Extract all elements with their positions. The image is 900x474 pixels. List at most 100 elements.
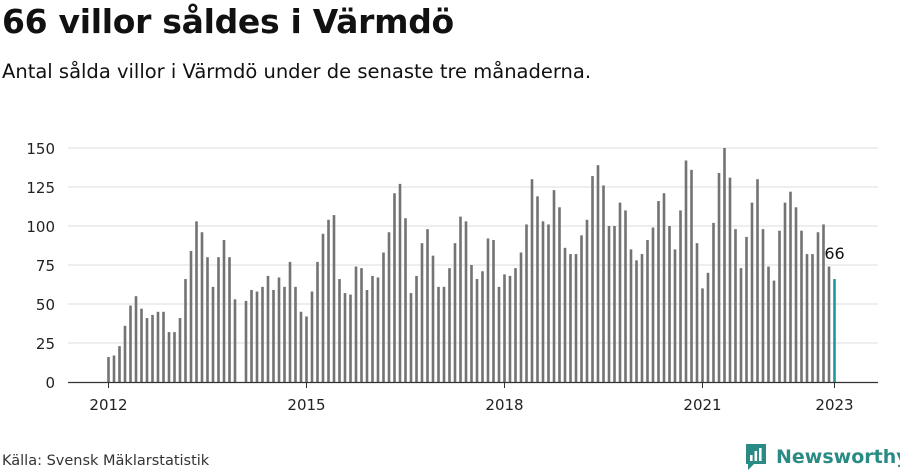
- bar: [668, 226, 671, 382]
- bar: [233, 299, 237, 382]
- bar: [530, 179, 534, 382]
- x-tick-label: 2021: [683, 396, 721, 414]
- x-tick-label: 2015: [287, 396, 325, 414]
- bar: [717, 172, 721, 382]
- bar: [134, 296, 138, 382]
- bar: [794, 207, 798, 382]
- bar: [536, 196, 539, 382]
- bar: [222, 240, 226, 382]
- y-tick-label: 50: [36, 296, 55, 314]
- bar: [321, 233, 325, 382]
- bar: [189, 250, 193, 382]
- bar: [140, 308, 143, 382]
- bar: [343, 293, 347, 382]
- bar: [387, 232, 391, 382]
- bar: [349, 294, 352, 382]
- bar: [547, 224, 550, 382]
- bar: [107, 357, 110, 382]
- bar: [833, 279, 836, 382]
- bar: [734, 229, 737, 382]
- bar: [662, 193, 666, 382]
- x-axis-ticks: 2012 2015 2018 2021 2023: [89, 382, 854, 414]
- bar: [338, 279, 341, 382]
- brand-logo[interactable]: Newsworthy: [744, 442, 900, 472]
- bar: [745, 236, 748, 382]
- bar: [657, 201, 660, 382]
- bar: [618, 202, 622, 382]
- bar: [200, 232, 204, 382]
- bar: [728, 177, 732, 382]
- bar: [706, 272, 710, 382]
- source-note: Källa: Svensk Mäklarstatistik: [2, 453, 210, 469]
- y-gridlines: [68, 147, 878, 344]
- bar: [272, 289, 275, 382]
- bar: [783, 202, 787, 382]
- bar: [217, 257, 220, 382]
- bar: [679, 210, 682, 382]
- bar: [299, 311, 303, 382]
- chart-title: 66 villor såldes i Värmdö: [2, 2, 454, 41]
- bar: [481, 271, 484, 382]
- bar: [651, 227, 655, 382]
- bar: [805, 254, 809, 382]
- bar: [442, 286, 446, 382]
- bar: [184, 279, 187, 382]
- bar: [228, 257, 231, 382]
- bar: [178, 318, 182, 382]
- bar: [167, 332, 171, 382]
- bar: [255, 291, 259, 382]
- bar: [508, 275, 512, 382]
- bar: [816, 232, 820, 382]
- y-tick-label: 25: [36, 335, 55, 353]
- y-axis-labels: 0 25 50 75 100 125 150: [26, 140, 55, 392]
- brand-name: Newsworthy: [776, 446, 900, 468]
- bar: [277, 277, 281, 382]
- bar: [585, 219, 589, 382]
- bar: [151, 314, 154, 382]
- bar: [206, 257, 209, 382]
- y-tick-label: 150: [26, 140, 55, 158]
- bar: [244, 300, 248, 382]
- bar: [602, 185, 605, 382]
- bar: [646, 240, 649, 382]
- bar: [354, 266, 358, 382]
- bar: [684, 160, 688, 382]
- bar: [211, 286, 215, 382]
- bar-chart: 0 25 50 75 100 125 150 2012 2015 2018 2021 2023 66: [26, 140, 878, 414]
- bar: [294, 286, 297, 382]
- bar: [426, 229, 429, 382]
- bar: [283, 286, 286, 382]
- bar: [464, 221, 468, 382]
- bar: [327, 219, 330, 382]
- bar: [541, 221, 545, 382]
- bar: [580, 235, 583, 382]
- bar: [563, 247, 567, 382]
- bar: [613, 226, 616, 382]
- bar: [607, 226, 611, 382]
- bar: [800, 230, 803, 382]
- bar: [112, 355, 116, 382]
- bar: [635, 260, 638, 382]
- bar: [558, 207, 561, 382]
- bar: [459, 216, 462, 382]
- bar: [767, 266, 770, 382]
- bar: [404, 218, 407, 382]
- bar: [431, 255, 435, 382]
- bar: [437, 286, 440, 382]
- chart-subtitle: Antal sålda villor i Värmdö under de sen…: [2, 60, 592, 83]
- bar: [448, 268, 451, 382]
- bar: [453, 243, 457, 382]
- bar: [739, 268, 743, 382]
- bar: [118, 346, 121, 382]
- bar: [409, 293, 413, 382]
- bar: [393, 193, 396, 382]
- newsworthy-logo-icon: [746, 444, 766, 470]
- y-tick-label: 0: [45, 374, 55, 392]
- bar: [503, 274, 506, 382]
- bar: [371, 275, 374, 382]
- bar: [475, 279, 479, 382]
- bar: [129, 305, 132, 382]
- bar: [712, 222, 715, 382]
- bar: [596, 165, 600, 382]
- bar: [629, 249, 633, 382]
